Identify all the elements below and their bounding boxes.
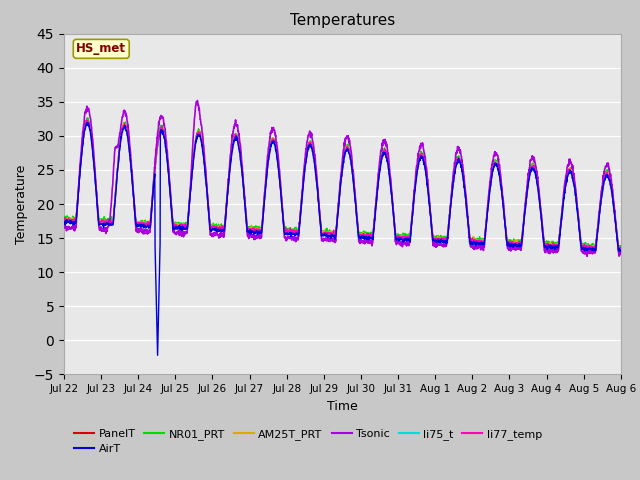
AM25T_PRT <box>316 216 324 222</box>
li75_t <box>84 118 92 123</box>
NR01_PRT <box>83 115 91 121</box>
PanelT <box>601 177 609 182</box>
Line: PanelT: PanelT <box>64 121 621 250</box>
li77_temp <box>601 172 609 178</box>
Tsonic <box>583 253 591 259</box>
AirT <box>89 149 97 155</box>
NR01_PRT <box>499 194 506 200</box>
X-axis label: Time: Time <box>327 400 358 413</box>
li77_temp <box>499 195 506 201</box>
AirT <box>332 234 339 240</box>
PanelT <box>83 118 91 124</box>
li75_t <box>60 218 68 224</box>
li77_temp <box>89 146 97 152</box>
PanelT <box>615 247 623 253</box>
NR01_PRT <box>591 244 599 250</box>
Line: li77_temp: li77_temp <box>64 120 621 252</box>
Y-axis label: Temperature: Temperature <box>15 164 28 244</box>
Tsonic <box>601 166 609 171</box>
Title: Temperatures: Temperatures <box>290 13 395 28</box>
li77_temp <box>601 175 609 181</box>
AM25T_PRT <box>499 196 506 202</box>
li77_temp <box>60 216 68 222</box>
AM25T_PRT <box>89 145 97 151</box>
NR01_PRT <box>89 144 97 150</box>
li75_t <box>617 250 625 255</box>
NR01_PRT <box>331 228 339 234</box>
AM25T_PRT <box>617 245 625 251</box>
Line: AirT: AirT <box>64 122 621 355</box>
PanelT <box>617 244 625 250</box>
li77_temp <box>316 217 324 223</box>
PanelT <box>331 233 339 239</box>
AM25T_PRT <box>60 215 68 220</box>
AM25T_PRT <box>616 247 623 252</box>
AirT <box>83 120 91 125</box>
Tsonic <box>602 165 609 171</box>
NR01_PRT <box>60 216 68 221</box>
AirT <box>602 176 609 181</box>
li77_temp <box>84 117 92 123</box>
AirT <box>154 352 161 358</box>
li77_temp <box>331 231 339 237</box>
li75_t <box>89 148 97 154</box>
PanelT <box>499 197 506 203</box>
li75_t <box>331 231 339 237</box>
AirT <box>317 222 324 228</box>
Tsonic <box>499 193 506 199</box>
Tsonic <box>331 240 339 245</box>
AM25T_PRT <box>601 173 609 179</box>
AM25T_PRT <box>84 117 92 122</box>
AirT <box>601 177 609 183</box>
Line: li75_t: li75_t <box>64 120 621 252</box>
NR01_PRT <box>316 215 324 221</box>
PanelT <box>60 216 68 221</box>
NR01_PRT <box>617 243 625 249</box>
PanelT <box>89 146 97 152</box>
Line: NR01_PRT: NR01_PRT <box>64 118 621 247</box>
li75_t <box>499 199 506 204</box>
Tsonic <box>316 219 324 225</box>
li75_t <box>601 174 609 180</box>
NR01_PRT <box>602 172 609 178</box>
AirT <box>617 247 625 253</box>
PanelT <box>601 176 609 182</box>
Tsonic <box>60 225 68 230</box>
AirT <box>499 201 507 207</box>
AM25T_PRT <box>601 174 609 180</box>
AirT <box>60 219 68 225</box>
Line: AM25T_PRT: AM25T_PRT <box>64 120 621 250</box>
NR01_PRT <box>601 172 609 178</box>
Legend: PanelT, AirT, NR01_PRT, AM25T_PRT, Tsonic, li75_t, li77_temp: PanelT, AirT, NR01_PRT, AM25T_PRT, Tsoni… <box>70 424 547 459</box>
li77_temp <box>617 249 625 255</box>
Tsonic <box>193 97 201 103</box>
li75_t <box>601 177 609 182</box>
Tsonic <box>88 136 96 142</box>
PanelT <box>316 216 324 222</box>
AM25T_PRT <box>331 230 339 236</box>
Tsonic <box>617 250 625 256</box>
Text: HS_met: HS_met <box>76 42 126 55</box>
li75_t <box>316 218 324 224</box>
Line: Tsonic: Tsonic <box>64 100 621 256</box>
